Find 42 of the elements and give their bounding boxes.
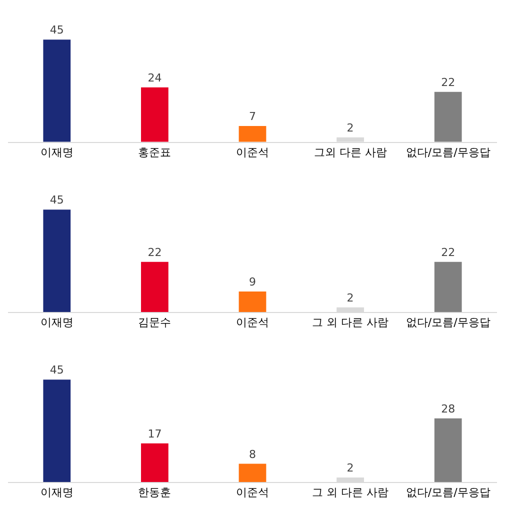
data-label: 2	[346, 461, 354, 474]
bar	[43, 210, 71, 312]
bar	[434, 262, 462, 312]
bar	[238, 126, 266, 142]
data-label: 2	[346, 121, 354, 134]
x-tick-label: 이재명	[40, 146, 74, 160]
x-tick-label: 없다/모름/무응답	[406, 146, 490, 160]
x-tick-label: 홍준표	[138, 146, 172, 160]
data-label: 7	[249, 110, 256, 123]
bar	[434, 418, 462, 482]
bar	[43, 380, 71, 482]
data-label: 45	[50, 364, 64, 377]
bar	[43, 40, 71, 142]
bar	[238, 464, 266, 482]
x-tick-label: 이준석	[236, 486, 269, 500]
x-tick-label: 없다/모름/무응답	[406, 486, 490, 500]
x-tick-label: 이준석	[236, 316, 269, 330]
data-label: 22	[148, 246, 162, 259]
x-tick-label: 이준석	[236, 146, 269, 160]
data-label: 2	[346, 291, 354, 304]
x-tick-label: 김문수	[138, 316, 172, 330]
data-label: 45	[50, 194, 64, 207]
data-label: 22	[441, 246, 456, 259]
data-label: 17	[148, 427, 162, 440]
x-tick-label: 이재명	[40, 316, 74, 330]
x-tick-label: 그 외 다른 사람	[312, 486, 389, 500]
data-label: 22	[441, 76, 456, 89]
x-tick-label: 그외 다른 사람	[314, 146, 387, 160]
bar	[141, 262, 168, 312]
bar	[434, 92, 462, 142]
data-label: 9	[249, 275, 256, 288]
data-label: 8	[249, 448, 256, 461]
bar	[141, 87, 168, 142]
x-tick-label: 한동훈	[138, 486, 172, 500]
bar	[141, 443, 168, 482]
data-label: 24	[148, 71, 162, 84]
data-label: 45	[50, 24, 64, 37]
x-tick-label: 없다/모름/무응답	[406, 316, 490, 330]
bar	[238, 291, 266, 312]
x-tick-label: 그 외 다른 사람	[312, 316, 389, 330]
x-tick-label: 이재명	[40, 486, 74, 500]
data-label: 28	[441, 402, 456, 416]
